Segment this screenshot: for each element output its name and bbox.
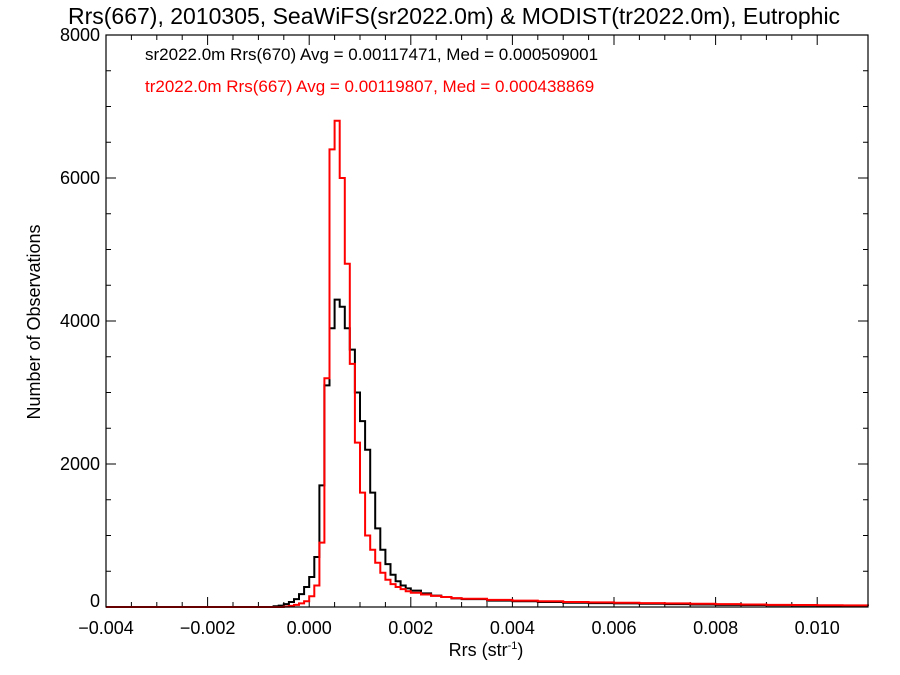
x-tick-label: 0.006: [591, 618, 636, 638]
y-axis-label-group: Number of Observations: [24, 224, 44, 419]
series-lines: [106, 119, 869, 608]
y-tick-label: 8000: [60, 25, 100, 45]
x-tick-label: −0.004: [78, 618, 134, 638]
y-tick-label: 0: [90, 591, 100, 611]
y-tick-label: 2000: [60, 454, 100, 474]
axis-ticks: −0.004 −0.002 0.000 0.002 0.004 0.006 0.008 0.0…: [60, 25, 868, 638]
series-line-tr2022: [106, 119, 869, 608]
x-axis-label-close: ): [517, 640, 523, 660]
x-axis-label-superscript: -1: [508, 640, 518, 652]
legend-annotation-tr2022: tr2022.0m Rrs(667) Avg = 0.00119807, Med…: [145, 77, 594, 96]
x-axis-label: Rrs (str-1): [449, 640, 524, 660]
x-tick-label: −0.002: [180, 618, 236, 638]
plot-frame: [105, 34, 869, 608]
x-tick-label: 0.010: [795, 618, 840, 638]
y-tick-label: 6000: [60, 168, 100, 188]
y-axis-label: Number of Observations: [24, 224, 44, 419]
chart-title: Rrs(667), 2010305, SeaWiFS(sr2022.0m) & …: [68, 3, 840, 29]
x-axis-label-main: Rrs (str: [449, 640, 508, 660]
legend-annotation-sr2022: sr2022.0m Rrs(670) Avg = 0.00117471, Med…: [145, 45, 598, 64]
x-tick-label: 0.002: [388, 618, 433, 638]
y-tick-label: 4000: [60, 311, 100, 331]
x-tick-label: 0.000: [287, 618, 332, 638]
x-tick-label: 0.008: [693, 618, 738, 638]
x-tick-label: 0.004: [490, 618, 535, 638]
